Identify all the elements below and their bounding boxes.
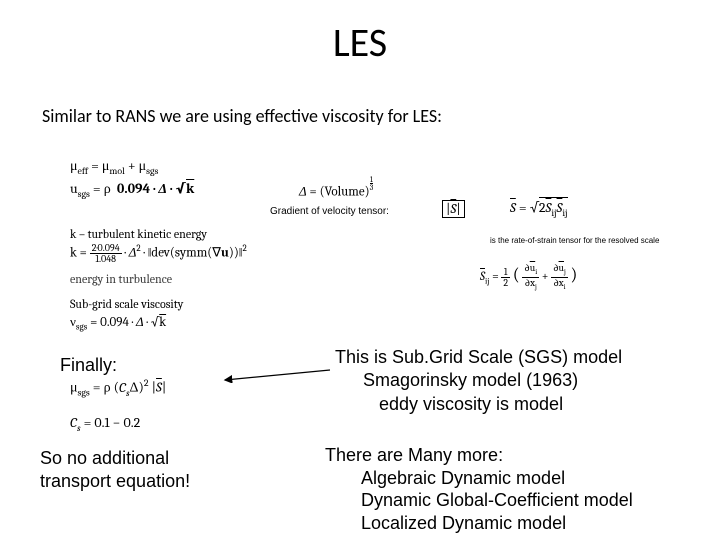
sgs-model-block: This is Sub.Grid Scale (SGS) model Smago… [335,346,622,416]
sgs-line3: eddy viscosity is model [335,394,563,414]
many-more-3: Localized Dynamic model [325,513,566,533]
many-more-2: Dynamic Global-Coefficient model [325,490,633,510]
slide: LES Similar to RANS we are using effecti… [0,0,720,540]
sgs-line2: Smagorinsky model (1963) [335,370,578,390]
many-more-heading: There are Many more: [325,445,503,465]
many-more-block: There are Many more: Algebraic Dynamic m… [325,444,633,534]
many-more-1: Algebraic Dynamic model [325,468,565,488]
sgs-line1: This is Sub.Grid Scale (SGS) model [335,347,622,367]
